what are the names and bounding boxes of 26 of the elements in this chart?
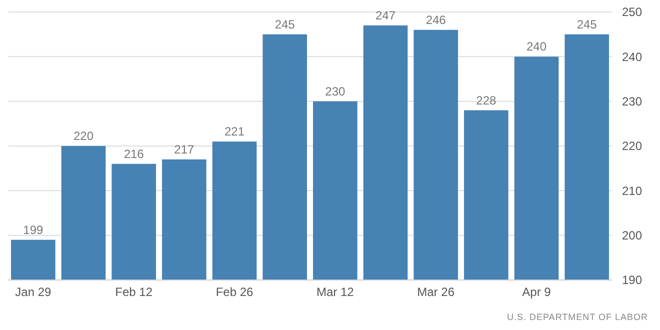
data-label: 240 xyxy=(526,40,547,54)
y-tick-label: 190 xyxy=(622,273,642,288)
x-tick-label: Feb 12 xyxy=(115,285,153,299)
data-label: 220 xyxy=(73,129,94,143)
text: U.S. DEPARTMENT OF LABOR xyxy=(506,312,648,322)
y-tick-label: 250 xyxy=(622,5,642,20)
data-label: 216 xyxy=(124,146,144,161)
data-label: 228 xyxy=(476,93,496,108)
x-tick-label: Apr 9 xyxy=(522,285,552,299)
data-label: 247 xyxy=(375,8,396,22)
x-tick-label: Feb 26 xyxy=(216,285,254,299)
data-label: 221 xyxy=(224,124,245,139)
data-label: 199 xyxy=(23,222,44,237)
y-tick-label: 230 xyxy=(622,94,642,109)
y-tick-label: 240 xyxy=(622,50,642,64)
y-tick-label: 210 xyxy=(622,184,642,198)
x-tick-label: Jan 29 xyxy=(15,285,52,299)
data-label: 246 xyxy=(426,12,446,27)
data-label: 245 xyxy=(576,17,598,32)
y-tick-label: 220 xyxy=(622,139,642,154)
data-label: 230 xyxy=(325,84,346,98)
x-tick-label: Mar 12 xyxy=(316,285,354,299)
y-tick-label: 200 xyxy=(622,228,642,243)
data-label: 217 xyxy=(174,142,194,156)
data-label: 245 xyxy=(274,17,296,32)
x-tick-label: Mar 26 xyxy=(417,285,455,299)
